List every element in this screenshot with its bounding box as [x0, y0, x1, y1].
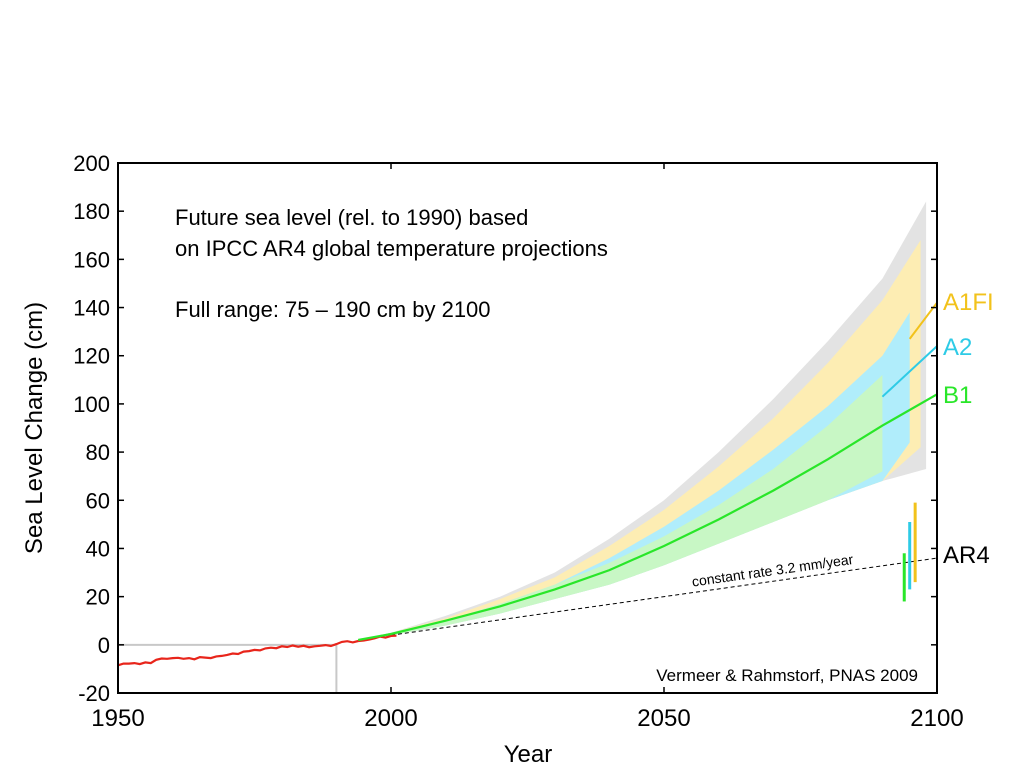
- plot-frame: [117, 162, 938, 694]
- label-a2: A2: [943, 334, 972, 361]
- projection-lines: [117, 302, 938, 667]
- y-tick-label: 140: [73, 296, 110, 321]
- label-b1: B1: [943, 382, 972, 409]
- band-b1: [358, 375, 883, 640]
- annotation-line-2: on IPCC AR4 global temperature projectio…: [175, 236, 608, 261]
- annotation-line-3: Full range: 75 – 190 cm by 2100: [175, 297, 491, 322]
- y-tick-label: 160: [73, 247, 110, 272]
- y-tick-label: 200: [73, 151, 110, 176]
- axis-ticks: -20 0 20 40 60 80 100 120 140 160 180 200 1950 2000 20…: [73, 151, 963, 732]
- constant-rate-label: constant rate 3.2 mm/year: [691, 551, 855, 590]
- observed-sea-level-line: [117, 634, 397, 667]
- y-axis-label: Sea Level Change (cm): [21, 302, 48, 554]
- y-tick-label: 0: [98, 633, 110, 658]
- x-tick-label: 2000: [364, 705, 417, 732]
- series-line-a2: [881, 345, 938, 398]
- label-ar4: AR4: [943, 542, 990, 569]
- y-tick-label: 100: [73, 392, 110, 417]
- x-tick-label: 2050: [637, 705, 690, 732]
- x-axis-label: Year: [504, 741, 553, 768]
- x-tick-label: 1950: [91, 705, 144, 732]
- credit-text: Vermeer & Rahmstorf, PNAS 2009: [656, 666, 918, 685]
- y-tick-label: 180: [73, 199, 110, 224]
- y-tick-label: 80: [86, 440, 110, 465]
- y-tick-label: 60: [86, 488, 110, 513]
- y-tick-label: 40: [86, 536, 110, 561]
- x-tick-label: 2100: [910, 705, 963, 732]
- constant-rate-line: [390, 557, 938, 636]
- projection-bands: [118, 201, 927, 693]
- annotation-line-1: Future sea level (rel. to 1990) based: [175, 205, 528, 230]
- y-tick-label: 20: [86, 585, 110, 610]
- plot-border: [117, 162, 938, 694]
- y-tick-label: -20: [78, 681, 110, 706]
- series-line-b1: [358, 393, 938, 642]
- label-a1fi: A1FI: [943, 289, 994, 316]
- series-line-a1fi: [908, 302, 938, 340]
- y-tick-label: 120: [73, 344, 110, 369]
